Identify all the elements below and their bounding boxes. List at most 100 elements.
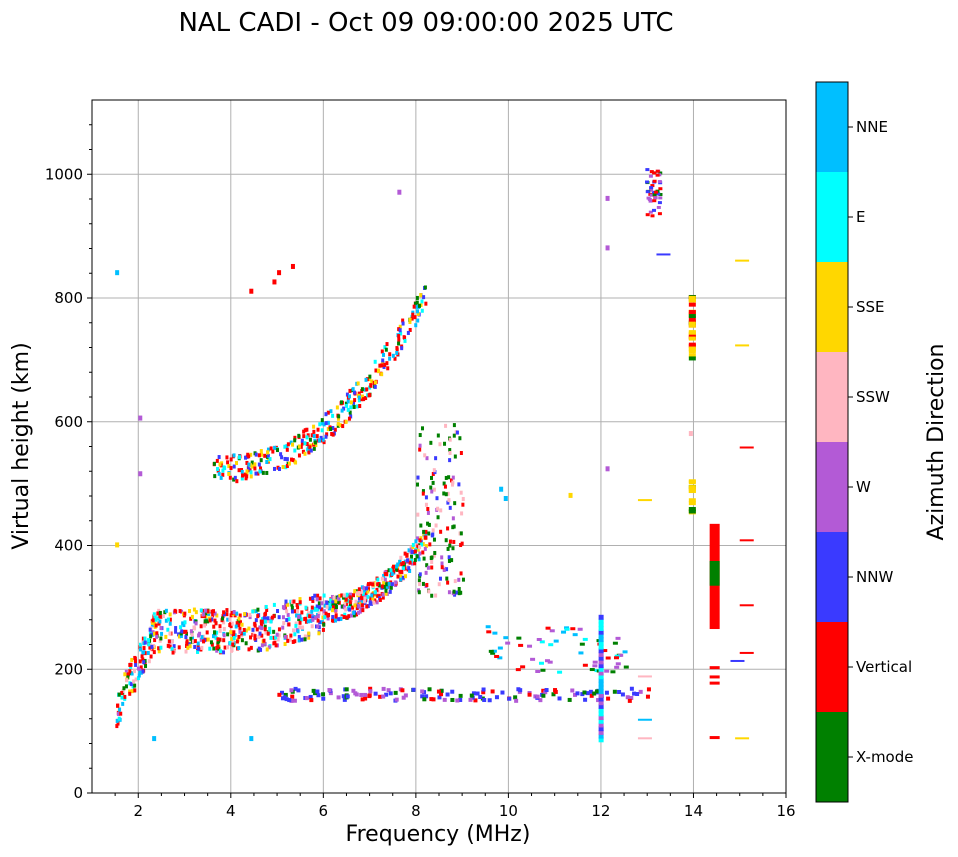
echo-mark	[420, 308, 424, 313]
echo-mark	[397, 337, 401, 342]
echo-mark	[218, 462, 222, 467]
echo-mark	[294, 621, 298, 626]
echo-mark	[318, 605, 322, 610]
echo-mark	[475, 691, 480, 696]
echo-mark	[266, 450, 270, 455]
y-tick-label: 800	[54, 289, 83, 307]
echo-mark	[211, 609, 215, 614]
echo-mark	[292, 698, 297, 703]
echo-mark	[233, 633, 237, 638]
echo-mark	[222, 633, 226, 638]
echo-mark	[297, 638, 301, 643]
echo-mark	[430, 489, 434, 494]
echo-mark	[408, 327, 412, 332]
echo-mark	[645, 213, 650, 217]
echo-mark	[206, 637, 210, 642]
echo-mark	[360, 585, 364, 590]
echo-mark	[202, 612, 206, 617]
echo-mark	[196, 646, 200, 651]
echo-mark	[331, 594, 335, 599]
echo-mark	[382, 364, 386, 369]
echo-mark	[338, 423, 342, 428]
echo-mark	[188, 644, 192, 649]
echo-mark	[473, 698, 478, 703]
echo-mark	[166, 627, 170, 632]
echo-mark	[598, 614, 604, 620]
echo-mark	[739, 539, 754, 542]
echo-mark	[324, 611, 328, 616]
echo-mark	[455, 698, 460, 703]
echo-mark	[553, 689, 558, 694]
echo-mark	[735, 259, 750, 262]
echo-mark	[514, 698, 519, 703]
echo-mark	[401, 321, 405, 326]
echo-mark	[213, 611, 217, 616]
echo-mark	[254, 609, 258, 614]
echo-mark	[182, 629, 186, 634]
echo-mark	[180, 629, 184, 634]
echo-mark	[440, 555, 444, 560]
echo-mark	[341, 424, 345, 429]
echo-mark	[272, 614, 276, 619]
echo-mark	[598, 722, 604, 728]
echo-mark	[154, 623, 158, 628]
echo-mark	[315, 597, 319, 602]
echo-mark	[225, 608, 229, 613]
echo-mark	[530, 657, 536, 661]
echo-mark	[358, 404, 362, 409]
echo-mark	[386, 688, 391, 693]
echo-mark	[583, 697, 588, 702]
echo-mark	[334, 605, 338, 610]
echo-mark	[132, 679, 136, 684]
echo-mark	[273, 445, 277, 450]
echo-mark	[356, 381, 360, 386]
echo-mark	[541, 693, 546, 698]
echo-mark	[215, 648, 219, 653]
echo-mark	[153, 615, 157, 620]
echo-mark	[226, 460, 230, 465]
echo-mark	[388, 352, 392, 357]
echo-mark	[303, 428, 307, 433]
echo-mark	[329, 598, 333, 603]
echo-mark	[314, 615, 318, 620]
echo-mark	[235, 621, 239, 626]
echo-mark	[222, 612, 226, 617]
echo-mark	[283, 642, 287, 647]
echo-mark	[453, 454, 457, 459]
echo-mark	[321, 627, 325, 632]
echo-mark	[380, 576, 384, 581]
echo-mark	[138, 670, 142, 675]
echo-mark	[438, 442, 442, 447]
echo-mark	[578, 651, 584, 655]
echo-mark	[213, 618, 217, 623]
echo-mark	[193, 639, 197, 644]
echo-mark	[709, 560, 720, 586]
echo-mark	[228, 617, 232, 622]
echo-mark	[291, 628, 295, 633]
echo-mark	[238, 626, 242, 631]
echo-mark	[290, 609, 294, 614]
echo-mark	[308, 445, 312, 450]
echo-mark	[376, 368, 380, 373]
echo-mark	[505, 641, 511, 645]
echo-mark	[436, 689, 441, 694]
echo-mark	[418, 582, 422, 587]
echo-mark	[286, 612, 290, 617]
echo-mark	[228, 623, 232, 628]
echo-mark	[315, 434, 319, 439]
echo-mark	[572, 633, 578, 637]
echo-mark	[425, 456, 429, 461]
echo-mark	[610, 670, 616, 674]
echo-mark	[196, 649, 200, 654]
echo-mark	[243, 612, 247, 617]
echo-mark	[384, 588, 388, 593]
echo-mark	[407, 548, 411, 553]
echo-mark	[598, 711, 604, 717]
echo-mark	[304, 619, 308, 624]
echo-mark	[198, 631, 202, 636]
echo-mark	[310, 605, 314, 610]
echo-mark	[658, 171, 663, 175]
echo-mark	[407, 566, 411, 571]
echo-mark	[375, 600, 379, 605]
echo-mark	[167, 639, 171, 644]
